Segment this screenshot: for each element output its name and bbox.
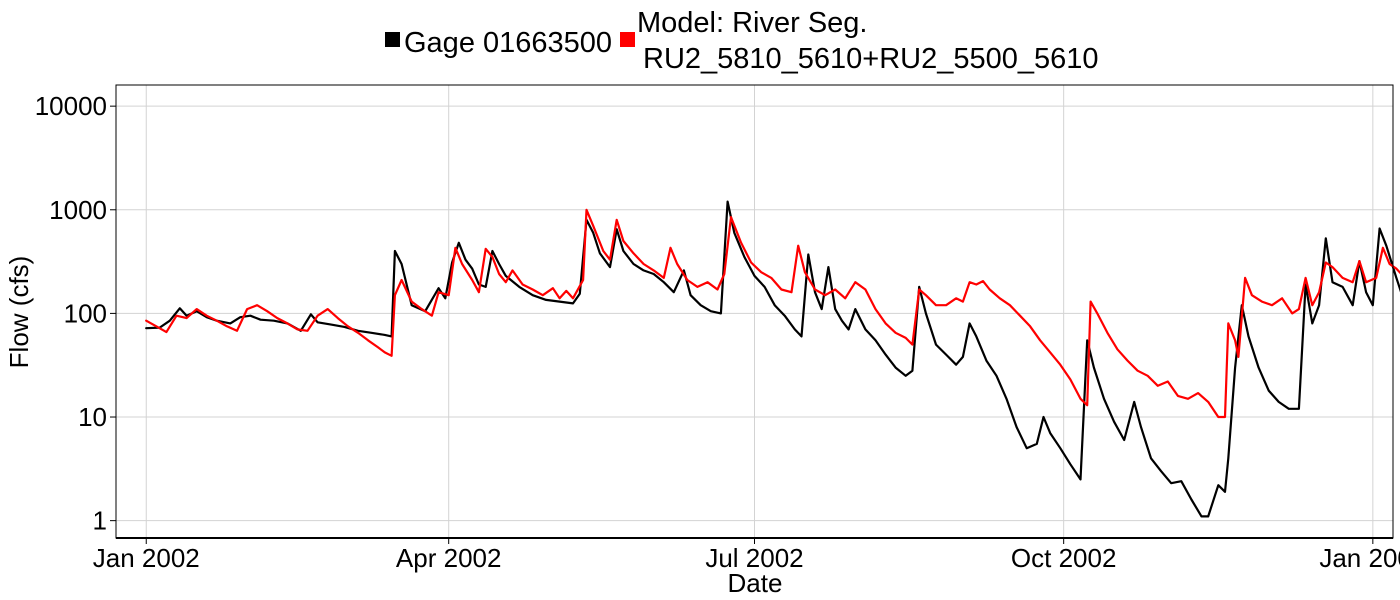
grid	[116, 85, 1393, 538]
x-tick-label: Oct 2002	[1011, 543, 1117, 573]
legend-label-gage: Gage 01663500	[404, 27, 612, 59]
y-tick-label: 100	[64, 298, 107, 328]
legend-label-model-line-2: RU2_5810_5610+RU2_5500_5610	[643, 43, 1099, 75]
y-axis-title: Flow (cfs)	[4, 256, 34, 369]
x-tick-label: Apr 2002	[396, 543, 502, 573]
legend-swatch-model	[620, 32, 635, 47]
x-axis-title: Date	[728, 568, 783, 598]
x-tick-label: Jan 2002	[93, 543, 200, 573]
series-line-gage	[145, 200, 1400, 518]
y-tick-label: 10	[78, 402, 107, 432]
y-tick-label: 1000	[49, 195, 107, 225]
series-layer	[145, 200, 1400, 518]
series-line-model	[145, 208, 1400, 419]
x-tick-label: Jan 2003	[1319, 543, 1400, 573]
y-tick-label: 1	[93, 506, 107, 536]
y-tick-label: 10000	[35, 91, 107, 121]
legend-label-model-line-1: Model: River Seg.	[637, 7, 868, 39]
x-tick-label: Jul 2002	[705, 543, 803, 573]
y-axis: 1 10 100 1000 10000	[35, 91, 116, 536]
x-axis: Jan 2002 Apr 2002 Jul 2002 Oct 2002 Jan 2003	[93, 538, 1400, 573]
legend-swatch-gage	[385, 32, 400, 47]
legend: Gage 01663500 Model: River Seg. RU2_5810…	[385, 7, 1099, 75]
